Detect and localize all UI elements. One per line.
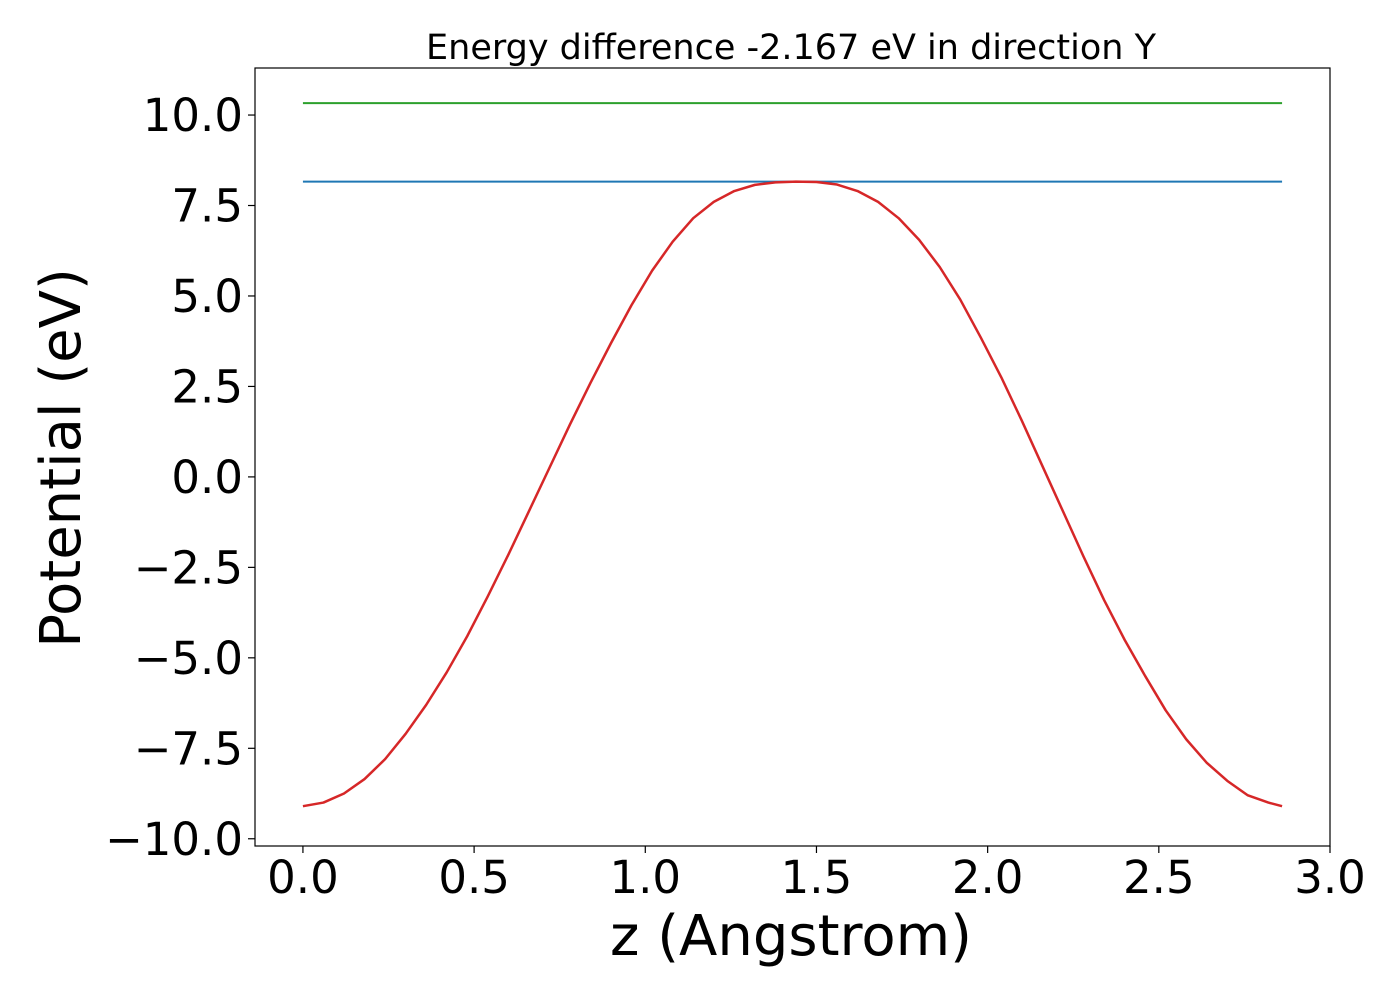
y-tick-label: −2.5 (134, 541, 243, 594)
plot-frame (254, 67, 1331, 847)
y-tick-label: 10.0 (143, 89, 243, 142)
y-tick-label: 5.0 (171, 270, 243, 323)
x-tick-label: 1.0 (609, 851, 681, 904)
y-tick-label: −5.0 (134, 632, 243, 685)
series-line-3 (302, 180, 1283, 808)
series-layer (302, 102, 1283, 808)
x-tick-label: 3.0 (1294, 851, 1366, 904)
y-tick-label: 2.5 (171, 360, 243, 413)
y-axis-label: Potential (eV) (29, 268, 94, 648)
y-tick-label: 7.5 (171, 180, 243, 233)
x-tick-label: 1.5 (781, 851, 853, 904)
chart-title: Energy difference -2.167 eV in direction… (426, 28, 1157, 68)
x-tick-label: 0.5 (438, 851, 510, 904)
y-tick-label: −7.5 (134, 722, 243, 775)
x-tick-label: 0.0 (267, 851, 339, 904)
y-tick-label: −10.0 (105, 813, 243, 866)
x-tick-label: 2.0 (952, 851, 1024, 904)
y-axis-ticks: 10.0 7.5 5.0 2.5 0.0 −2.5 −5.0 −7.5 −10.0 (105, 89, 255, 866)
x-axis-ticks: 0.0 0.5 1.0 1.5 2.0 2.5 3.0 (267, 846, 1366, 904)
x-tick-label: 2.5 (1123, 851, 1195, 904)
x-axis-label: z (Angstrom) (610, 904, 972, 969)
y-tick-label: 0.0 (171, 451, 243, 504)
